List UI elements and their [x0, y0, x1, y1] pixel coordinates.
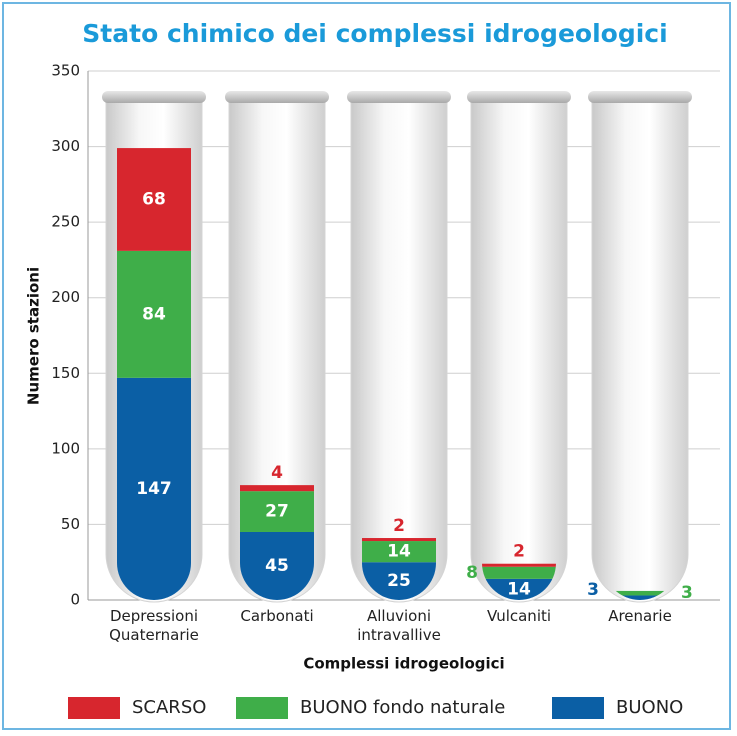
- tube-rim: [225, 91, 329, 103]
- value-label: 147: [136, 479, 172, 499]
- x-tick-label: Arenarie: [580, 607, 700, 626]
- value-label: 25: [387, 571, 411, 591]
- value-label: 14: [507, 579, 531, 599]
- value-label: 45: [265, 556, 289, 576]
- legend-label: SCARSO: [132, 697, 206, 718]
- value-label: 68: [142, 189, 166, 209]
- tube-rim: [467, 91, 571, 103]
- y-tick-label: 350: [51, 62, 80, 80]
- value-label: 3: [681, 583, 693, 603]
- legend-swatch: [236, 697, 288, 719]
- value-label: 2: [393, 516, 405, 536]
- value-label: 3: [587, 580, 599, 600]
- tube-rim: [102, 91, 206, 103]
- tube-rim: [347, 91, 451, 103]
- bar-segment: [603, 595, 677, 600]
- bar-segment: [482, 567, 556, 579]
- legend-swatch: [68, 697, 120, 719]
- x-tick-label: Depressioni Quaternarie: [94, 607, 214, 645]
- x-tick-label: Vulcaniti: [459, 607, 579, 626]
- bar-segment: [362, 538, 436, 541]
- tube-rim: [588, 91, 692, 103]
- x-axis-title: Complessi idrogeologici: [303, 655, 504, 673]
- x-tick-label: Carbonati: [217, 607, 337, 626]
- y-tick-label: 300: [51, 137, 80, 155]
- chart-title: Stato chimico dei complessi idrogeologic…: [82, 19, 667, 48]
- bar-segment: [482, 564, 556, 567]
- y-tick-label: 0: [70, 591, 80, 609]
- bar-segment: [240, 485, 314, 491]
- value-label: 14: [387, 542, 411, 562]
- y-tick-label: 100: [51, 439, 80, 457]
- value-label: 27: [265, 502, 289, 522]
- legend-label: BUONO fondo naturale: [300, 697, 505, 718]
- tube: [471, 100, 567, 602]
- y-tick-label: 150: [51, 364, 80, 382]
- y-tick-label: 200: [51, 288, 80, 306]
- tube: [592, 100, 688, 602]
- legend-swatch: [552, 697, 604, 719]
- y-tick-label: 50: [61, 515, 80, 533]
- y-axis-title: Numero stazioni: [25, 267, 43, 405]
- legend-label: BUONO: [616, 697, 683, 718]
- value-label: 8: [466, 563, 478, 583]
- y-tick-label: 250: [51, 213, 80, 231]
- x-tick-label: Alluvioni intravallive: [339, 607, 459, 645]
- value-label: 2: [513, 542, 525, 562]
- value-label: 4: [271, 463, 283, 483]
- value-label: 84: [142, 304, 166, 324]
